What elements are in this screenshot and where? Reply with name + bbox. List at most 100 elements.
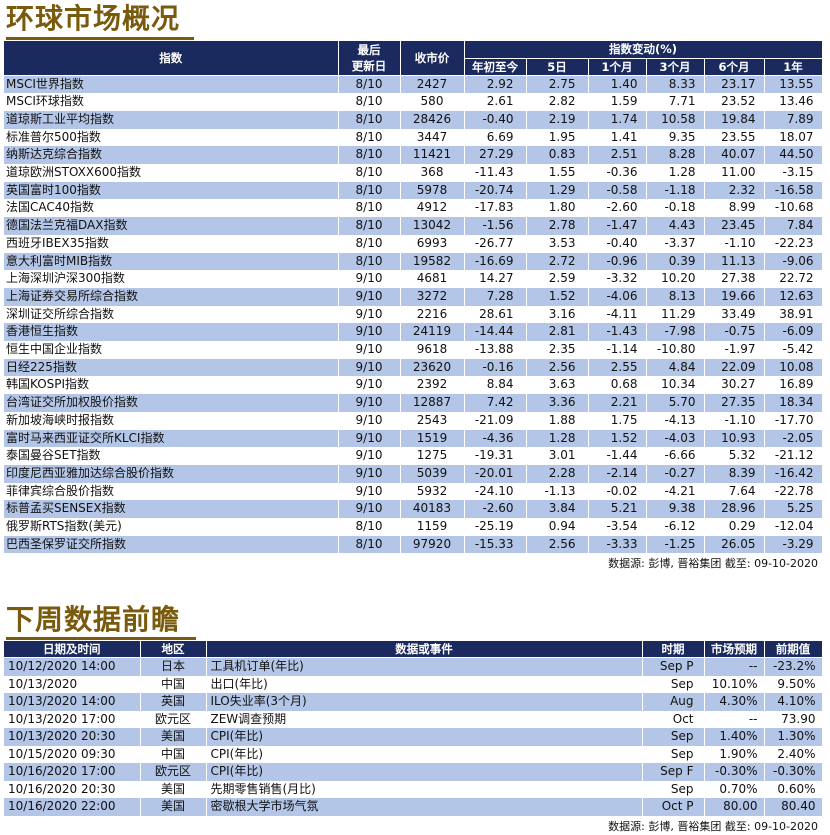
ytd-change: -20.01 [464, 464, 527, 483]
3m-change: 10.58 [646, 110, 705, 129]
5d-change: 1.55 [526, 164, 589, 182]
6m-change: 23.55 [704, 128, 765, 147]
3m-change: 9.35 [646, 128, 705, 147]
update-date: 9/10 [338, 464, 401, 483]
close-value: 2392 [400, 376, 465, 395]
update-date: 8/10 [338, 199, 401, 218]
header-index: 指数 [4, 41, 339, 76]
ytd-change: 27.29 [464, 146, 527, 165]
1m-change: -3.33 [588, 535, 647, 554]
6m-change: 27.38 [704, 270, 765, 288]
3m-change: 11.29 [646, 305, 705, 324]
event-datetime: 10/13/2020 14:00 [4, 693, 141, 711]
1m-change: -0.02 [588, 482, 647, 501]
market-source-note: 数据源: 彭博, 晋裕集团 截至: 09-10-2020 [608, 557, 818, 570]
3m-change: -1.25 [646, 535, 705, 554]
6m-change: 30.27 [704, 376, 765, 395]
event-forecast: 1.90% [704, 745, 765, 763]
5d-change: 3.01 [526, 447, 589, 465]
6m-change: -1.10 [704, 411, 765, 430]
index-name: 新加坡海峡时报指数 [4, 411, 339, 430]
ytd-change: -19.31 [464, 447, 527, 465]
1m-change: -1.14 [588, 341, 647, 359]
6m-change: 19.66 [704, 287, 765, 306]
ytd-change: -1.56 [464, 217, 527, 235]
event-region: 欧元区 [140, 710, 207, 728]
header-close: 收市价 [400, 41, 465, 76]
update-date: 8/10 [338, 146, 401, 165]
table-row: 泰国曼谷SET指数 9/10 1275 -19.31 3.01 -1.44 -6.66 5.3… [4, 447, 823, 465]
ytd-change: -21.09 [464, 411, 527, 430]
index-name: 香港恒生指数 [4, 323, 339, 342]
1y-change: 7.84 [764, 217, 823, 235]
event-period: Aug [642, 693, 705, 711]
update-date: 9/10 [338, 394, 401, 412]
5d-change: 2.72 [526, 252, 589, 271]
5d-change: 0.94 [526, 518, 589, 536]
1y-change: 16.89 [764, 376, 823, 395]
event-previous: 0.60% [764, 780, 823, 798]
event-forecast: 1.40% [704, 728, 765, 746]
event-previous: -0.30% [764, 763, 823, 781]
1y-change: -21.12 [764, 447, 823, 465]
table-row: 英国富时100指数 8/10 5978 -20.74 1.29 -0.58 -1.18 2.3… [4, 181, 823, 200]
table-row: 10/12/2020 14:00 日本 工具机订单(年比) Sep P -- -23.2% [4, 657, 823, 676]
3m-change: -1.18 [646, 181, 705, 200]
event-period: Sep [642, 728, 705, 746]
table-row: MSCI世界指数 8/10 2427 2.92 2.75 1.40 8.33 23.17 13.… [4, 75, 823, 94]
3m-change: -3.37 [646, 234, 705, 253]
index-name: 富时马来西亚证交所KLCI指数 [4, 429, 339, 448]
1y-change: 5.25 [764, 500, 823, 519]
update-date: 8/10 [338, 93, 401, 111]
ytd-change: 14.27 [464, 270, 527, 288]
1y-change: -16.58 [764, 181, 823, 200]
update-date: 9/10 [338, 376, 401, 395]
table-row: 富时马来西亚证交所KLCI指数 9/10 1519 -4.36 1.28 1.52 -4.0… [4, 429, 823, 448]
1m-change: -1.44 [588, 447, 647, 465]
update-date: 9/10 [338, 482, 401, 501]
event-datetime: 10/12/2020 14:00 [4, 657, 141, 676]
table-row: 10/16/2020 20:30 美国 先期零售销售(月比) Sep 0.70% 0.60… [4, 780, 823, 798]
event-previous: 4.10% [764, 693, 823, 711]
header-1m: 1个月 [588, 58, 647, 76]
1y-change: -12.04 [764, 518, 823, 536]
1y-change: -22.78 [764, 482, 823, 501]
ytd-change: 7.28 [464, 287, 527, 306]
header-5d: 5日 [526, 58, 589, 76]
3m-change: 4.84 [646, 358, 705, 377]
5d-change: 0.83 [526, 146, 589, 165]
6m-change: 40.07 [704, 146, 765, 165]
1m-change: -1.43 [588, 323, 647, 342]
event-previous: -23.2% [764, 657, 823, 676]
5d-change: 2.35 [526, 341, 589, 359]
market-section-title: 环球市场概况 [6, 2, 181, 35]
5d-change: 2.56 [526, 535, 589, 554]
update-date: 9/10 [338, 287, 401, 306]
6m-change: 33.49 [704, 305, 765, 324]
6m-change: -1.10 [704, 234, 765, 253]
5d-change: 1.88 [526, 411, 589, 430]
index-name: 意大利富时MIB指数 [4, 252, 339, 271]
6m-change: 8.99 [704, 199, 765, 218]
5d-change: 3.84 [526, 500, 589, 519]
ytd-change: 28.61 [464, 305, 527, 324]
1m-change: -1.47 [588, 217, 647, 235]
index-name: 标准普尔500指数 [4, 128, 339, 147]
event-datetime: 10/13/2020 17:00 [4, 710, 141, 728]
close-value: 13042 [400, 217, 465, 235]
update-date: 8/10 [338, 164, 401, 182]
index-name: 英国富时100指数 [4, 181, 339, 200]
1m-change: 1.40 [588, 75, 647, 94]
event-name: ILO失业率(3个月) [206, 693, 643, 711]
3m-change: -0.18 [646, 199, 705, 218]
update-date: 9/10 [338, 323, 401, 342]
6m-change: 19.84 [704, 110, 765, 129]
3m-change: -4.13 [646, 411, 705, 430]
event-period: Sep P [642, 657, 705, 676]
1m-change: 0.68 [588, 376, 647, 395]
1y-change: -2.05 [764, 429, 823, 448]
6m-change: 11.00 [704, 164, 765, 182]
close-value: 2427 [400, 75, 465, 94]
5d-change: 1.29 [526, 181, 589, 200]
update-date: 9/10 [338, 411, 401, 430]
